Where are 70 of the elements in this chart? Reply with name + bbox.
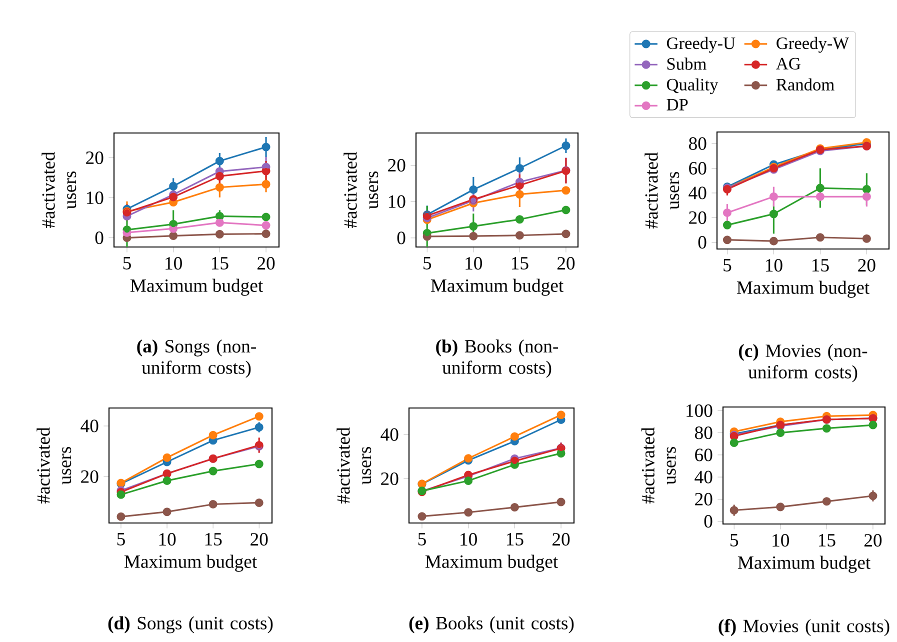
text: (a) Songs (non-uniform costs): [137, 339, 256, 378]
x-tick-label: 15: [812, 259, 829, 272]
x-axis-title: Maximum budget: [124, 554, 258, 572]
text: (e) Books (unit costs): [409, 616, 574, 634]
x-tick-label: 15: [506, 533, 524, 546]
y-axis-title: #activated users: [641, 427, 676, 504]
y-tick-label: 10: [388, 195, 406, 208]
y-tick-label: 80: [689, 137, 706, 150]
text: (b) Books (non-uniform costs): [436, 339, 558, 378]
x-tick-label: 5: [123, 257, 131, 270]
y-tick-label: 20: [689, 211, 706, 224]
y-tick-label: 10: [86, 191, 104, 204]
x-tick-label: 20: [552, 533, 570, 546]
x-tick-label: 5: [424, 257, 432, 270]
x-tick-label: 5: [730, 534, 738, 546]
x-axis-title: Maximum budget: [738, 556, 871, 573]
y-axis-title: #activated users: [36, 427, 72, 504]
legend-label: AG: [776, 58, 800, 70]
y-tick-label: 100: [686, 404, 712, 417]
legend-label: Greedy-U: [666, 36, 736, 53]
y-tick-label: 20: [381, 472, 398, 486]
y-axis-title: #activated users: [344, 152, 378, 228]
x-tick-label: 5: [418, 533, 426, 546]
x-axis-title: Maximum budget: [736, 280, 870, 298]
y-tick-label: 0: [698, 236, 706, 249]
x-tick-label: 10: [772, 534, 790, 547]
text: (f) Movies (unit costs): [718, 618, 890, 636]
y-tick-label: 40: [688, 186, 706, 200]
y-tick-label: 0: [95, 231, 104, 244]
y-tick-label: 0: [397, 232, 406, 244]
y-axis-title: #activated users: [644, 152, 680, 229]
x-tick-label: 10: [166, 257, 182, 270]
x-tick-label: 10: [766, 259, 782, 272]
x-tick-label: 15: [212, 257, 228, 270]
y-tick-label: 40: [80, 420, 98, 432]
y-axis-title: #activated users: [336, 427, 372, 504]
x-tick-label: 10: [466, 257, 482, 270]
text: (d) Songs (unit costs): [108, 616, 273, 634]
x-axis-title: Maximum budget: [425, 554, 558, 572]
y-tick-label: 60: [695, 448, 712, 462]
x-tick-label: 15: [818, 534, 836, 547]
y-tick-label: 20: [86, 151, 104, 164]
x-tick-label: 15: [205, 533, 222, 546]
y-tick-label: 20: [388, 159, 406, 172]
x-tick-label: 5: [724, 259, 732, 272]
legend-label: Random: [776, 78, 834, 91]
y-tick-label: 0: [704, 515, 712, 528]
y-axis-title: #activated users: [42, 152, 76, 228]
legend-label: DP: [666, 99, 688, 110]
y-tick-label: 40: [380, 428, 398, 441]
y-tick-label: 80: [695, 426, 712, 440]
x-axis-title: Maximum budget: [430, 278, 564, 296]
x-axis-title: Maximum budget: [130, 278, 264, 296]
y-tick-label: 60: [689, 162, 706, 175]
x-tick-label: 20: [557, 257, 575, 270]
legend-label: Quality: [666, 78, 718, 94]
x-tick-label: 20: [250, 533, 268, 546]
x-tick-label: 15: [512, 257, 528, 270]
legend-label: Subm: [667, 58, 706, 70]
x-tick-label: 20: [864, 534, 882, 547]
x-tick-label: 10: [460, 533, 477, 546]
x-tick-label: 5: [117, 533, 125, 546]
x-tick-label: 20: [258, 257, 275, 270]
y-tick-label: 20: [695, 492, 712, 506]
legend-label: Greedy-W: [776, 36, 850, 53]
x-tick-label: 10: [159, 533, 176, 546]
x-tick-label: 20: [858, 259, 876, 272]
text: (c) Movies (non-uniform costs): [739, 344, 868, 382]
y-tick-label: 20: [81, 470, 98, 483]
y-tick-label: 40: [694, 470, 712, 484]
